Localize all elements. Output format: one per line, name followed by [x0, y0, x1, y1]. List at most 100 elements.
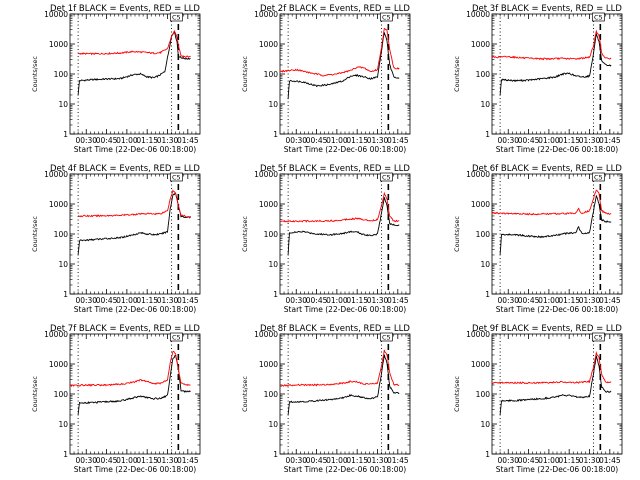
y-tick-label: 10000	[466, 170, 490, 179]
x-tick-label: 01:15	[136, 296, 158, 305]
x-tick-label: 00:30	[497, 456, 519, 465]
y-tick-label: 1	[273, 450, 278, 459]
y-axis-title: Counts/sec	[31, 376, 39, 412]
x-tick-label: 01:00	[538, 296, 560, 305]
y-axis-title: Counts/sec	[453, 56, 461, 92]
y-tick-label: 10	[480, 420, 490, 429]
x-tick-label: 01:30	[367, 296, 389, 305]
flare-class-label: C5	[594, 174, 603, 182]
y-tick-label: 10	[480, 260, 490, 269]
lld-series-line	[77, 29, 191, 59]
lld-series-line	[279, 27, 400, 77]
x-tick-label: 01:15	[558, 456, 580, 465]
x-tick-label: 01:30	[157, 456, 179, 465]
panel-title: Det 2f BLACK = Events, RED = LLD	[260, 4, 410, 14]
y-tick-label: 10	[268, 100, 278, 109]
x-tick-label: 01:00	[538, 456, 560, 465]
x-tick-label: 00:30	[285, 456, 307, 465]
x-tick-label: 00:45	[306, 456, 328, 465]
y-tick-label: 1	[273, 290, 278, 299]
x-tick-label: 00:30	[75, 296, 97, 305]
x-tick-label: 00:30	[75, 456, 97, 465]
flare-class-box	[379, 12, 393, 22]
lld-series-line	[279, 349, 400, 387]
y-tick-label: 100	[54, 230, 69, 239]
lld-series-line	[491, 189, 612, 216]
x-tick-label: 00:45	[306, 296, 328, 305]
panel-2: Det 2f BLACK = Events, RED = LLD 1 10 100 10…	[241, 4, 411, 154]
panel-title: Det 8f BLACK = Events, RED = LLD	[260, 324, 410, 334]
x-tick-label: 00:45	[518, 456, 540, 465]
x-tick-label: 01:00	[326, 296, 348, 305]
y-axis-title: Counts/sec	[31, 216, 39, 252]
panel-4: Det 4f BLACK = Events, RED = LLD 1 10 100 10…	[31, 164, 201, 314]
x-tick-label: 01:45	[177, 296, 199, 305]
panel-title: Det 3f BLACK = Events, RED = LLD	[472, 4, 622, 14]
y-tick-label: 1000	[49, 40, 68, 49]
y-tick-label: 10000	[466, 330, 490, 339]
x-axis-title: Start Time (22-Dec-06 00:18:00)	[74, 305, 196, 314]
y-axis-title: Counts/sec	[31, 56, 39, 92]
x-tick-label: 01:00	[116, 136, 138, 145]
y-tick-label: 10	[58, 260, 68, 269]
flare-class-box	[169, 172, 183, 182]
y-tick-label: 1	[63, 450, 68, 459]
x-tick-label: 00:45	[518, 136, 540, 145]
y-tick-label: 10	[58, 420, 68, 429]
flare-class-box	[379, 332, 393, 342]
x-tick-label: 00:30	[497, 136, 519, 145]
x-tick-label: 01:15	[346, 456, 368, 465]
x-tick-label: 00:30	[75, 136, 97, 145]
x-tick-label: 01:30	[157, 296, 179, 305]
panel-title: Det 4f BLACK = Events, RED = LLD	[50, 164, 200, 174]
panel-1: Det 1f BLACK = Events, RED = LLD 1 10 100 10…	[31, 4, 201, 154]
panel-title: Det 7f BLACK = Events, RED = LLD	[50, 324, 200, 334]
y-tick-label: 1000	[49, 360, 68, 369]
events-series-line	[499, 33, 612, 96]
flare-class-label: C5	[172, 334, 181, 342]
x-tick-label: 00:45	[96, 456, 118, 465]
flare-class-label: C5	[172, 14, 181, 22]
y-axis-title: Counts/sec	[453, 376, 461, 412]
events-series-line	[287, 197, 400, 255]
x-tick-label: 01:30	[579, 296, 601, 305]
y-axis-title: Counts/sec	[241, 216, 249, 252]
x-tick-label: 01:00	[538, 136, 560, 145]
events-series-line	[77, 192, 191, 255]
x-tick-label: 01:45	[387, 456, 409, 465]
x-tick-label: 01:15	[558, 296, 580, 305]
y-axis-title: Counts/sec	[241, 376, 249, 412]
x-tick-label: 01:15	[136, 136, 158, 145]
panel-title: Det 5f BLACK = Events, RED = LLD	[260, 164, 410, 174]
x-tick-label: 01:15	[346, 136, 368, 145]
x-axis-title: Start Time (22-Dec-06 00:18:00)	[74, 465, 196, 474]
x-tick-label: 00:30	[285, 296, 307, 305]
panel-title: Det 9f BLACK = Events, RED = LLD	[472, 324, 622, 334]
y-tick-label: 10	[480, 100, 490, 109]
flare-class-label: C5	[172, 174, 181, 182]
flare-class-box	[591, 12, 605, 22]
flare-class-label: C5	[594, 14, 603, 22]
y-axis-title: Counts/sec	[453, 216, 461, 252]
x-tick-label: 01:15	[346, 296, 368, 305]
panel-6: Det 6f BLACK = Events, RED = LLD 1 10 100 10…	[453, 164, 623, 314]
x-axis-title: Start Time (22-Dec-06 00:18:00)	[284, 145, 406, 154]
y-tick-label: 100	[476, 70, 491, 79]
x-axis-title: Start Time (22-Dec-06 00:18:00)	[496, 145, 618, 154]
x-tick-label: 01:45	[177, 456, 199, 465]
flare-class-label: C5	[382, 14, 391, 22]
x-tick-label: 00:30	[285, 136, 307, 145]
flare-class-box	[169, 332, 183, 342]
y-tick-label: 100	[54, 70, 69, 79]
x-axis-title: Start Time (22-Dec-06 00:18:00)	[284, 305, 406, 314]
y-tick-label: 1	[485, 290, 490, 299]
y-tick-label: 10000	[254, 170, 278, 179]
x-tick-label: 01:15	[558, 136, 580, 145]
y-tick-label: 1000	[471, 360, 490, 369]
x-tick-label: 01:00	[116, 296, 138, 305]
y-tick-label: 1	[485, 130, 490, 139]
lld-series-line	[77, 189, 191, 218]
flare-class-label: C5	[594, 334, 603, 342]
x-tick-label: 00:30	[497, 296, 519, 305]
lld-series-line	[491, 29, 612, 61]
